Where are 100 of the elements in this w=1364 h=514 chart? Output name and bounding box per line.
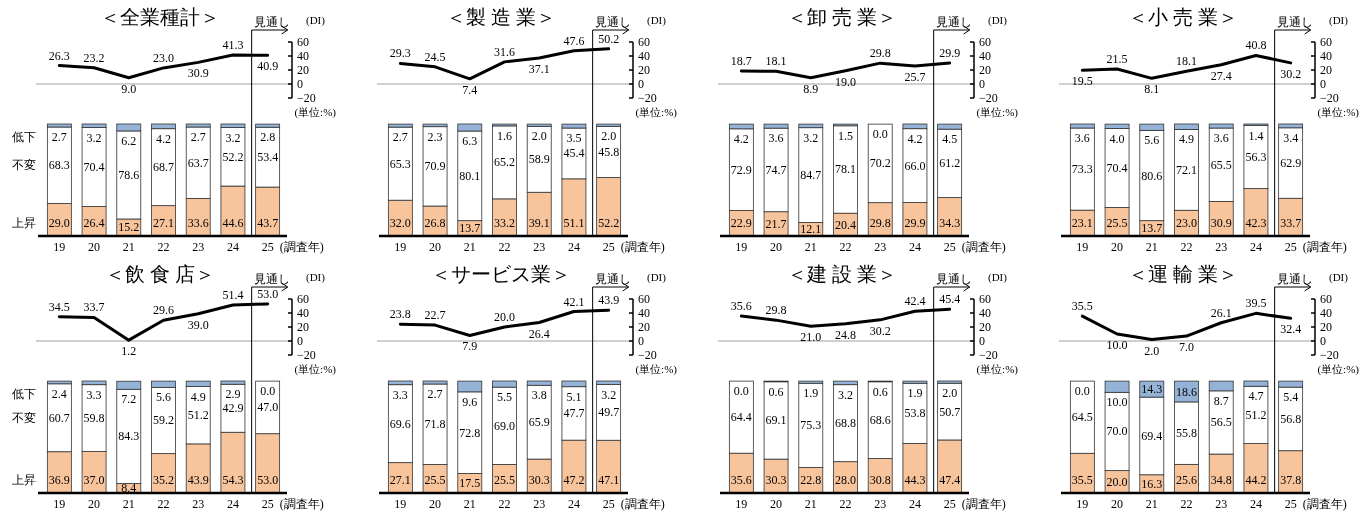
data-label: 43.9 [187,473,209,487]
data-label: 40.8 [1245,38,1267,53]
data-label: 36.9 [48,473,70,487]
data-label: 29.8 [765,303,787,318]
data-label: 0.0 [1074,384,1090,399]
text: 見通し [253,15,290,29]
data-label: 69.1 [765,413,787,428]
data-label: 3.2 [86,130,102,145]
data-label: 39.5 [1245,296,1267,311]
y-tick-label: 60 [297,35,309,49]
data-label: 8.1 [1144,82,1160,97]
data-label: 52.2 [222,149,244,164]
y-tick-label: 0 [297,77,303,91]
data-label: 69.6 [389,416,411,431]
data-label: 35.5 [1071,473,1093,487]
data-label: 25.5 [494,473,515,487]
data-label: 33.2 [494,216,515,230]
data-label: 24.5 [424,49,446,64]
data-label: 51.1 [563,216,585,230]
x-tick-label: 21 [122,240,135,254]
data-label: 4.0 [1109,131,1125,146]
y-tick-label: −20 [638,91,657,105]
x-tick-label: 24 [567,240,580,254]
y-tick-label: −20 [979,91,998,105]
data-label: 3.2 [225,130,241,145]
x-axis-title: (調査年) [961,497,1006,511]
data-label: 47.7 [563,406,585,421]
data-label: 1.4 [1248,128,1264,143]
data-label: 47.0 [257,400,279,415]
x-tick-label: 20 [1111,497,1124,511]
x-tick-label: 20 [1111,240,1124,254]
data-label: 50.7 [939,404,961,419]
data-label: 4.2 [907,131,923,146]
x-axis-title: (調査年) [1302,497,1347,511]
data-label: 64.5 [1071,410,1093,425]
data-label: 59.2 [153,413,174,428]
y-tick-label: 60 [638,35,650,49]
data-label: 63.7 [187,155,209,170]
y-tick-label: 40 [297,306,309,320]
data-label: 3.2 [803,130,819,145]
x-tick-label: 19 [1076,497,1089,511]
x-tick-label: 19 [394,497,407,511]
data-label: 4.9 [190,389,206,404]
data-label: 10.0 [1106,338,1128,352]
data-label: 3.4 [1283,130,1299,145]
data-label: 53.8 [904,406,926,421]
data-label: 5.1 [566,389,582,404]
text: 見通し [594,272,631,286]
data-label: 27.4 [1210,68,1232,83]
x-axis-title: (調査年) [279,497,324,511]
data-label: 1.9 [803,386,819,401]
x-axis-title: (調査年) [1302,240,1347,254]
data-label: 45.8 [598,144,620,159]
data-label: 66.0 [904,158,926,173]
data-label: 73.3 [1071,162,1093,177]
x-axis-title: (調査年) [279,240,324,254]
data-label: 0.6 [872,384,888,399]
data-label: 26.3 [48,48,70,63]
y-tick-label: 0 [1320,77,1326,91]
data-label: 4.2 [156,131,171,146]
data-label: 6.2 [121,133,137,148]
data-label: 80.6 [1141,168,1163,183]
data-label: 44.2 [1245,473,1267,487]
text: (単位:%) [976,363,1019,376]
x-tick-label: 25 [1284,240,1297,254]
data-label: 53.4 [257,150,279,165]
y-tick-label: 20 [297,320,309,334]
data-label: 27.1 [153,216,174,230]
data-label: 8.4 [121,481,137,496]
x-tick-label: 22 [498,497,511,511]
data-label: 0.0 [260,384,276,399]
y-tick-label: 60 [1320,292,1332,306]
data-label: 3.2 [601,387,617,402]
data-label: 44.6 [222,216,244,230]
data-label: 18.7 [730,53,752,68]
x-tick-label: 21 [463,240,476,254]
data-label: 70.4 [1106,161,1128,176]
data-label: 21.0 [800,330,822,345]
data-label: 12.1 [800,222,822,237]
x-tick-label: 20 [770,497,783,511]
data-label: 47.4 [939,473,961,487]
y-tick-label: −20 [979,348,998,362]
data-label: 45.4 [563,146,585,161]
data-label: 17.5 [459,476,481,491]
data-label: 2.0 [1144,343,1160,358]
y-tick-label: 40 [638,306,650,320]
data-label: 30.9 [1210,216,1232,230]
series-label: 上昇 [12,216,36,230]
data-label: 70.4 [83,160,105,175]
data-label: 15.2 [118,220,140,235]
x-tick-label: 23 [533,497,546,511]
y-tick-label: 0 [1320,334,1326,348]
data-label: 42.1 [563,294,585,309]
x-tick-label: 19 [1076,240,1089,254]
data-label: 22.7 [424,308,446,323]
data-label: 43.7 [257,216,279,230]
data-label: 84.3 [118,429,140,444]
chart-title: ＜運 輸 業＞ [1128,263,1238,285]
data-label: 30.8 [869,473,891,487]
data-label: 42.4 [904,294,926,309]
